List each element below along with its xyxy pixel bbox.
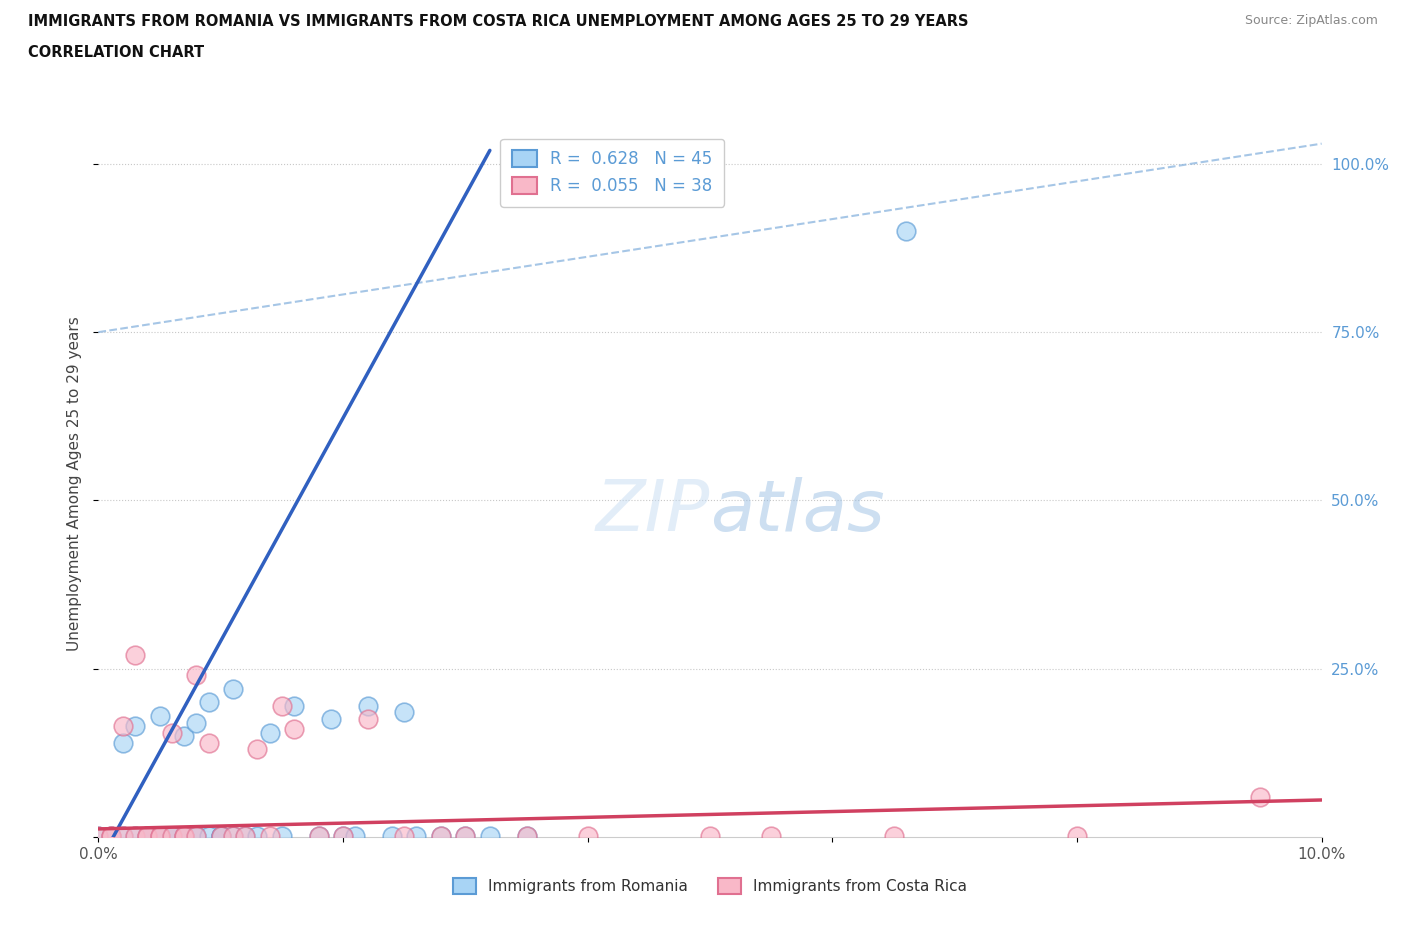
Point (136, 829, 159, 844)
Point (149, 829, 172, 844)
Point (308, 829, 330, 844)
Point (87, 829, 110, 844)
Point (270, 829, 292, 844)
Point (111, 736, 134, 751)
Point (160, 829, 183, 844)
Point (222, 682, 245, 697)
Point (233, 829, 256, 844)
Point (124, 829, 146, 844)
Point (173, 829, 195, 844)
Text: CORRELATION CHART: CORRELATION CHART (28, 45, 204, 60)
Point (160, 829, 183, 844)
Point (186, 829, 208, 844)
Point (259, 829, 281, 844)
Point (392, 829, 416, 844)
Point (430, 829, 453, 844)
Point (100, 829, 122, 844)
Point (1066, 829, 1088, 844)
Point (332, 829, 354, 844)
Point (149, 829, 172, 844)
Point (124, 829, 146, 844)
Point (111, 719, 134, 734)
Point (516, 829, 538, 844)
Point (454, 829, 477, 844)
Point (308, 829, 330, 844)
Point (222, 829, 245, 844)
Point (197, 736, 219, 751)
Point (87, 829, 110, 844)
Point (699, 829, 721, 844)
Point (186, 715, 208, 730)
Point (233, 829, 256, 844)
Point (173, 829, 195, 844)
Point (149, 829, 172, 844)
Point (759, 829, 782, 844)
Point (160, 829, 183, 844)
Point (430, 829, 453, 844)
Point (209, 829, 232, 844)
Point (332, 829, 354, 844)
Point (246, 829, 269, 844)
Point (222, 829, 245, 844)
Point (356, 711, 378, 726)
Point (160, 829, 183, 844)
Point (344, 829, 367, 844)
Point (149, 829, 172, 844)
Point (209, 829, 232, 844)
Point (405, 829, 427, 844)
Point (259, 725, 281, 740)
Text: atlas: atlas (710, 477, 884, 546)
Point (100, 829, 122, 844)
Text: ZIP: ZIP (596, 477, 710, 546)
Point (149, 709, 172, 724)
Point (136, 829, 159, 844)
Text: IMMIGRANTS FROM ROMANIA VS IMMIGRANTS FROM COSTA RICA UNEMPLOYMENT AMONG AGES 25: IMMIGRANTS FROM ROMANIA VS IMMIGRANTS FR… (28, 14, 969, 29)
Point (246, 742, 269, 757)
Point (173, 829, 195, 844)
Point (270, 698, 292, 713)
Point (111, 829, 134, 844)
Point (883, 829, 905, 844)
Point (576, 829, 599, 844)
Point (186, 668, 208, 683)
Point (111, 829, 134, 844)
Point (516, 829, 538, 844)
Point (124, 648, 146, 663)
Point (136, 829, 159, 844)
Point (894, 224, 917, 239)
Point (197, 829, 219, 844)
Point (173, 829, 195, 844)
Point (1249, 790, 1271, 804)
Point (100, 829, 122, 844)
Point (356, 698, 378, 713)
Point (392, 705, 416, 720)
Point (136, 829, 159, 844)
Y-axis label: Unemployment Among Ages 25 to 29 years: Unemployment Among Ages 25 to 29 years (67, 316, 83, 651)
Point (454, 829, 477, 844)
Point (124, 719, 146, 734)
Point (186, 829, 208, 844)
Point (209, 829, 232, 844)
Point (319, 711, 342, 726)
Point (283, 698, 305, 713)
Text: Source: ZipAtlas.com: Source: ZipAtlas.com (1244, 14, 1378, 27)
Point (283, 722, 305, 737)
Point (381, 829, 404, 844)
Point (209, 829, 232, 844)
Point (186, 829, 208, 844)
Legend: Immigrants from Romania, Immigrants from Costa Rica: Immigrants from Romania, Immigrants from… (447, 871, 973, 900)
Point (478, 829, 501, 844)
Point (160, 725, 183, 740)
Point (197, 695, 219, 710)
Point (173, 728, 195, 743)
